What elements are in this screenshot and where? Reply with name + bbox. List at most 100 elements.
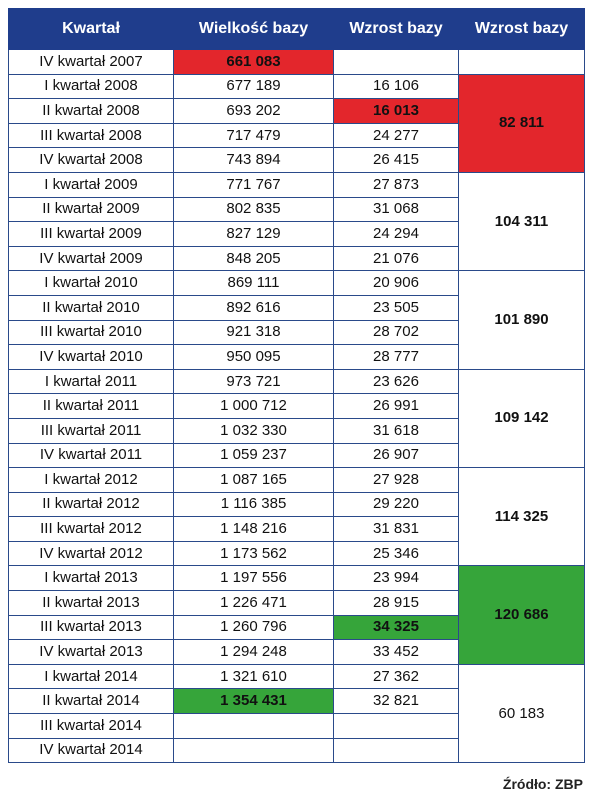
size-cell: 1 173 562 [173, 540, 334, 567]
header-row: Kwartał Wielkość bazy Wzrost bazy Wzrost… [8, 8, 585, 50]
table-row: I kwartał 2013 1 197 556 23 994 120 686 [8, 565, 585, 665]
quarter-cell: IV kwartał 2014 [8, 737, 174, 764]
quarter-cell: IV kwartał 2012 [8, 540, 174, 567]
quarter-cell: I kwartał 2013 [8, 565, 174, 592]
size-cell: 1 032 330 [173, 417, 334, 444]
table-row: II kwartał 2008 693 202 16 013 [8, 98, 585, 124]
growth-cell: 16 106 [333, 73, 459, 100]
quarter-cell: II kwartał 2008 [8, 98, 174, 124]
size-cell: 693 202 [173, 98, 334, 124]
table-row: III kwartał 2009 827 129 24 294 [8, 221, 585, 247]
yearly-growth-2014: 60 183 [458, 663, 585, 764]
table-row: IV kwartał 2007 661 083 [8, 49, 585, 75]
growth-cell: 27 362 [333, 663, 459, 690]
source-caption: Źródło: ZBP [502, 776, 583, 792]
quarter-cell: I kwartał 2011 [8, 368, 174, 395]
growth-cell: 21 076 [333, 245, 459, 272]
growth-cell: 23 626 [333, 368, 459, 395]
header-quarter: Kwartał [8, 8, 174, 50]
quarter-cell: II kwartał 2013 [8, 590, 174, 616]
size-cell: 717 479 [173, 122, 334, 149]
table-row: I kwartał 2010 869 111 20 906 101 890 [8, 270, 585, 370]
table-row: II kwartał 2009 802 835 31 068 [8, 196, 585, 223]
growth-cell: 32 821 [333, 688, 459, 715]
quarter-cell: IV kwartał 2010 [8, 344, 174, 370]
size-cell: 1 000 712 [173, 393, 334, 419]
table-row: I kwartał 2011 973 721 23 626 109 142 [8, 368, 585, 469]
growth-cell: 27 873 [333, 171, 459, 198]
table-row: IV kwartał 2011 1 059 237 26 907 [8, 442, 585, 469]
size-cell: 1 294 248 [173, 639, 334, 665]
table-row: II kwartał 2010 892 616 23 505 [8, 294, 585, 321]
size-cell: 1 226 471 [173, 590, 334, 616]
quarter-cell: II kwartał 2011 [8, 393, 174, 419]
size-cell: 827 129 [173, 221, 334, 247]
quarter-cell: I kwartał 2010 [8, 270, 174, 296]
quarter-cell: IV kwartał 2013 [8, 639, 174, 665]
yearly-growth-2010: 101 890 [458, 270, 585, 370]
growth-cell: 31 618 [333, 417, 459, 444]
quarter-cell: IV kwartał 2007 [8, 49, 174, 75]
size-cell-highlight-green: 1 354 431 [173, 688, 334, 715]
yearly-growth-2012: 114 325 [458, 467, 585, 567]
quarter-cell: IV kwartał 2008 [8, 147, 174, 173]
size-cell: 771 767 [173, 171, 334, 198]
size-cell: 1 148 216 [173, 516, 334, 542]
quarter-cell: III kwartał 2012 [8, 516, 174, 542]
quarter-cell: II kwartał 2014 [8, 688, 174, 715]
quarter-cell: IV kwartał 2011 [8, 442, 174, 469]
quarter-cell: I kwartał 2008 [8, 73, 174, 100]
quarter-cell: I kwartał 2009 [8, 171, 174, 198]
growth-cell: 26 991 [333, 393, 459, 419]
table-row: III kwartał 2010 921 318 28 702 [8, 319, 585, 346]
growth-cell [333, 49, 459, 75]
growth-cell: 26 415 [333, 147, 459, 173]
yearly-growth-2013: 120 686 [458, 565, 585, 665]
bank-database-table: Kwartał Wielkość bazy Wzrost bazy Wzrost… [8, 8, 585, 764]
size-cell [173, 713, 334, 739]
growth-cell: 23 994 [333, 565, 459, 592]
yearly-growth-2011: 109 142 [458, 368, 585, 469]
growth-cell: 31 831 [333, 516, 459, 542]
header-quarterly-growth: Wzrost bazy [333, 8, 459, 50]
quarter-cell: I kwartał 2012 [8, 467, 174, 493]
growth-cell: 29 220 [333, 491, 459, 518]
size-cell: 848 205 [173, 245, 334, 272]
table-row: I kwartał 2009 771 767 27 873 104 311 [8, 171, 585, 272]
quarter-cell: III kwartał 2009 [8, 221, 174, 247]
size-cell: 1 116 385 [173, 491, 334, 518]
size-cell: 921 318 [173, 319, 334, 346]
size-cell: 802 835 [173, 196, 334, 223]
growth-cell: 27 928 [333, 467, 459, 493]
size-cell-highlight-red: 661 083 [173, 49, 334, 75]
growth-cell: 24 294 [333, 221, 459, 247]
table-row: IV kwartał 2008 743 894 26 415 [8, 147, 585, 173]
size-cell: 1 059 237 [173, 442, 334, 469]
quarter-cell: II kwartał 2009 [8, 196, 174, 223]
size-cell: 677 189 [173, 73, 334, 100]
table-row: IV kwartał 2014 [8, 737, 585, 764]
yearly-growth-cell-empty [458, 49, 585, 75]
growth-cell [333, 737, 459, 764]
growth-cell: 23 505 [333, 294, 459, 321]
size-cell: 950 095 [173, 344, 334, 370]
quarter-cell: II kwartał 2010 [8, 294, 174, 321]
quarter-cell: III kwartał 2014 [8, 713, 174, 739]
table-row: I kwartał 2008 677 189 16 106 82 811 [8, 73, 585, 173]
table-row: IV kwartał 2012 1 173 562 25 346 [8, 540, 585, 567]
size-cell: 973 721 [173, 368, 334, 395]
size-cell: 869 111 [173, 270, 334, 296]
growth-cell: 24 277 [333, 122, 459, 149]
quarter-cell: III kwartał 2013 [8, 614, 174, 641]
size-cell [173, 737, 334, 764]
table-row: III kwartał 2012 1 148 216 31 831 [8, 516, 585, 542]
table-row: III kwartał 2013 1 260 796 34 325 [8, 614, 585, 641]
growth-cell-highlight-green: 34 325 [333, 614, 459, 641]
growth-cell-highlight-red: 16 013 [333, 98, 459, 124]
size-cell: 1 321 610 [173, 663, 334, 690]
header-yearly-growth: Wzrost bazy [458, 8, 585, 50]
quarter-cell: I kwartał 2014 [8, 663, 174, 690]
growth-cell: 28 777 [333, 344, 459, 370]
table-row: IV kwartał 2009 848 205 21 076 [8, 245, 585, 272]
header-database-size: Wielkość bazy [173, 8, 334, 50]
